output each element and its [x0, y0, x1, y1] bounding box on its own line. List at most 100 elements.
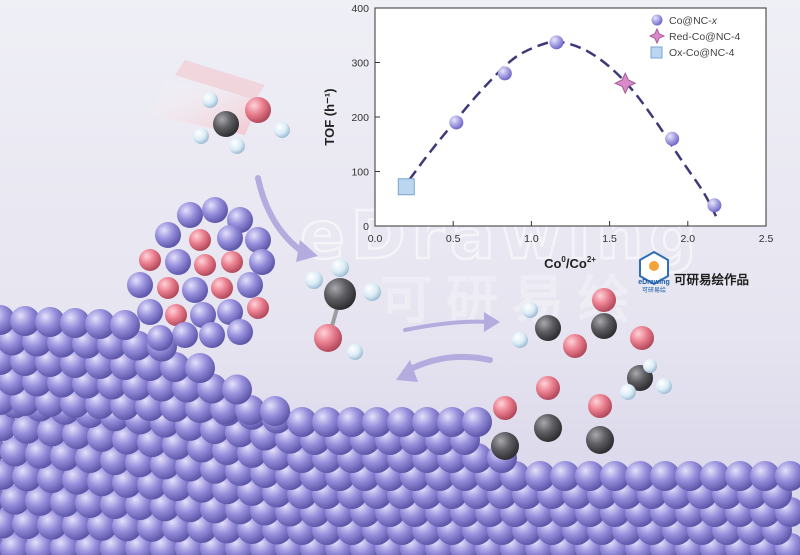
arrow-return: [402, 353, 493, 375]
metal-atom: [550, 461, 580, 491]
metal-atom: [182, 277, 208, 303]
metal-atom: [0, 484, 30, 515]
y-tick-label: 100: [351, 167, 369, 179]
y-tick-label: 0: [363, 221, 369, 233]
hydrogen-atom: [305, 271, 323, 289]
x-tick-label: 0.5: [446, 233, 461, 245]
metal-atom: [0, 411, 17, 442]
adsorbed-co-molecules: [491, 376, 614, 460]
point-co-nc-x: [549, 35, 564, 50]
cobalt-nanoparticle: [127, 197, 275, 351]
point-co-nc-x: [449, 115, 464, 130]
metal-atom: [249, 249, 275, 275]
x-tick-label: 0.0: [368, 233, 383, 245]
oxygen-atom: [165, 304, 187, 326]
oxygen-atom: [536, 376, 560, 400]
metal-atom: [222, 374, 252, 405]
metal-atom: [60, 308, 90, 338]
legend-label-red-co-nc-4: Red-Co@NC-4: [669, 31, 741, 43]
metal-atom: [185, 353, 215, 383]
edrawing-logo: eDrawing 可研易绘: [638, 250, 670, 294]
arrow-to-products: [403, 319, 492, 332]
y-tick-label: 300: [351, 58, 369, 70]
metal-atom: [260, 396, 290, 426]
metal-atom: [0, 533, 30, 555]
legend-label-ox-co-nc-4: Ox-Co@NC-4: [669, 47, 735, 59]
point-co-nc-x: [497, 66, 512, 81]
brand-credit: 可研易绘作品: [674, 272, 749, 287]
metal-atom: [12, 413, 42, 444]
point-red-co-nc-4: [614, 72, 637, 95]
methanol-incoming: [150, 60, 290, 154]
tof-chart: 0 100 200 300 400 0.0 0.5 1.0 1.5 2.0 2.5 TOF (h⁻…: [322, 3, 773, 271]
metal-atom: [85, 309, 115, 339]
metal-atom: [412, 407, 442, 437]
hydrogen-atom: [347, 344, 363, 360]
metal-atom: [10, 306, 40, 336]
logo-text-top: eDrawing: [638, 279, 670, 286]
y-axis-label: TOF (h⁻¹): [322, 88, 337, 145]
metal-atom: [437, 407, 467, 437]
metal-atom: [287, 407, 317, 437]
y-tick-label: 400: [351, 3, 369, 15]
metal-atom: [127, 272, 153, 298]
point-ox-co-nc-4: [397, 178, 415, 196]
metal-atom: [147, 325, 173, 351]
metal-atom: [12, 509, 42, 540]
metal-atom: [137, 299, 163, 325]
metal-atom: [217, 299, 243, 325]
metal-atom: [110, 310, 140, 340]
metal-atom: [62, 464, 92, 495]
metal-atom: [700, 461, 730, 491]
metal-atom: [237, 272, 263, 298]
metal-atom: [775, 461, 800, 491]
hydrogen-atom: [363, 283, 381, 301]
oxygen-atom: [211, 277, 233, 299]
legend-star-shape: [648, 27, 666, 45]
metal-atom: [245, 227, 271, 253]
metal-atom: [165, 249, 191, 275]
metal-atom: [750, 461, 780, 491]
methyl-formate: [512, 288, 672, 400]
carbon-atom: [324, 278, 356, 310]
metal-atom: [172, 322, 198, 348]
arrow-to-products-head: [484, 312, 500, 332]
watermark-cjk: 可研易绘: [380, 271, 644, 331]
legend: Co@NC-x Red-Co@NC-4 Ox-Co@NC-4: [648, 14, 741, 59]
point-co-nc-x: [665, 131, 680, 146]
metal-atom: [227, 319, 253, 345]
y-tick-label: 200: [351, 112, 369, 124]
hydrogen-atom: [331, 259, 349, 277]
carbon-atom: [491, 432, 519, 460]
metal-atom: [525, 461, 555, 491]
oxygen-atom: [189, 229, 211, 251]
metal-atom: [12, 461, 42, 492]
x-axis-label: Co0/Co2+: [544, 255, 596, 271]
legend-marker-star: [648, 27, 666, 45]
metal-atom: [600, 461, 630, 491]
metal-atom: [362, 407, 392, 437]
metal-atom: [675, 461, 705, 491]
metal-atom: [387, 407, 417, 437]
metal-atom: [62, 510, 92, 541]
legend-label-co-nc-x: Co@NC-x: [669, 15, 718, 27]
data-points: [397, 35, 722, 213]
hydrogen-atom: [229, 138, 245, 154]
metal-atom: [650, 461, 680, 491]
metal-atom: [35, 307, 65, 337]
oxygen-atom: [194, 254, 216, 276]
metal-atom: [37, 416, 67, 447]
metal-atom: [0, 459, 17, 490]
metal-atom: [37, 463, 67, 494]
metal-atom: [25, 485, 55, 516]
arrow-incoming: [255, 175, 303, 253]
metal-atom: [37, 509, 67, 540]
oxygen-atom: [314, 324, 342, 352]
metal-atom: [337, 407, 367, 437]
metal-atom: [725, 461, 755, 491]
metal-atom: [575, 461, 605, 491]
carbon-atom: [534, 414, 562, 442]
metal-atom: [25, 438, 55, 469]
oxygen-atom: [139, 249, 161, 271]
